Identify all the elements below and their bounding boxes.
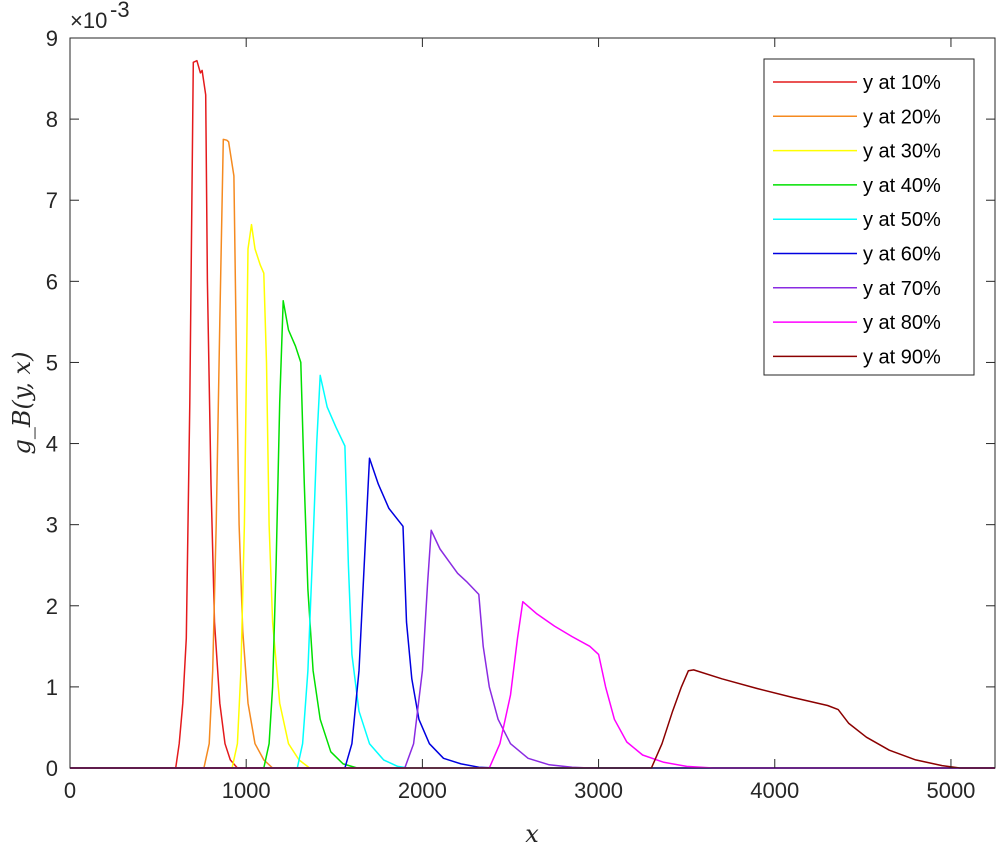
x-tick-label: 1000 bbox=[222, 778, 271, 803]
series-line-5 bbox=[70, 374, 995, 769]
legend: y at 10% y at 20% y at 30% y at 40% y at 50%… bbox=[763, 58, 975, 376]
x-tick-label: 3000 bbox=[574, 778, 623, 803]
y-tick-label: 3 bbox=[46, 513, 58, 538]
legend-label-2: y at 20% bbox=[863, 106, 941, 128]
legend-label-3: y at 30% bbox=[863, 141, 941, 163]
y-exponent-base: ×10 bbox=[70, 8, 107, 33]
y-tick-label: 4 bbox=[46, 432, 58, 457]
legend-label-9: y at 90% bbox=[863, 346, 941, 368]
y-tick-label: 6 bbox=[46, 269, 58, 294]
y-tick-label: 1 bbox=[46, 675, 58, 700]
series-line-7 bbox=[70, 529, 995, 769]
y-axis-label: g_B(y, x) bbox=[8, 352, 36, 455]
y-tick-label: 5 bbox=[46, 350, 58, 375]
series-line-9 bbox=[70, 669, 995, 769]
series-line-2 bbox=[70, 138, 995, 769]
legend-label-4: y at 40% bbox=[863, 175, 941, 197]
y-tick-label: 7 bbox=[46, 188, 58, 213]
y-tick-label: 2 bbox=[46, 594, 58, 619]
axes-box bbox=[69, 37, 996, 769]
series-line-1 bbox=[70, 59, 995, 769]
legend-label-6: y at 60% bbox=[863, 244, 941, 266]
series-line-8 bbox=[70, 600, 995, 769]
y-tick-label: 0 bbox=[46, 756, 58, 781]
y-tick-label: 9 bbox=[46, 26, 58, 51]
x-tick-label: 4000 bbox=[750, 778, 799, 803]
x-tick-label: 0 bbox=[64, 778, 76, 803]
legend-label-1: y at 10% bbox=[863, 72, 941, 94]
legend-label-7: y at 70% bbox=[863, 278, 941, 300]
y-exponent-power: -3 bbox=[110, 0, 130, 22]
series-line-6 bbox=[70, 457, 995, 769]
series-line-3 bbox=[70, 223, 995, 769]
x-tick-label: 2000 bbox=[398, 778, 447, 803]
y-exponent-label: ×10 -3 bbox=[70, 0, 130, 33]
legend-label-5: y at 50% bbox=[863, 209, 941, 231]
x-tick-label: 5000 bbox=[926, 778, 975, 803]
ticks-layer: 0 1000 2000 3000 4000 5000 0 1 2 3 4 5 6 7 8 9 bbox=[46, 26, 995, 803]
series-layer bbox=[70, 59, 995, 769]
y-tick-label: 8 bbox=[46, 107, 58, 132]
x-axis-label: x bbox=[525, 820, 539, 846]
series-line-4 bbox=[70, 300, 995, 769]
legend-label-8: y at 80% bbox=[863, 312, 941, 334]
